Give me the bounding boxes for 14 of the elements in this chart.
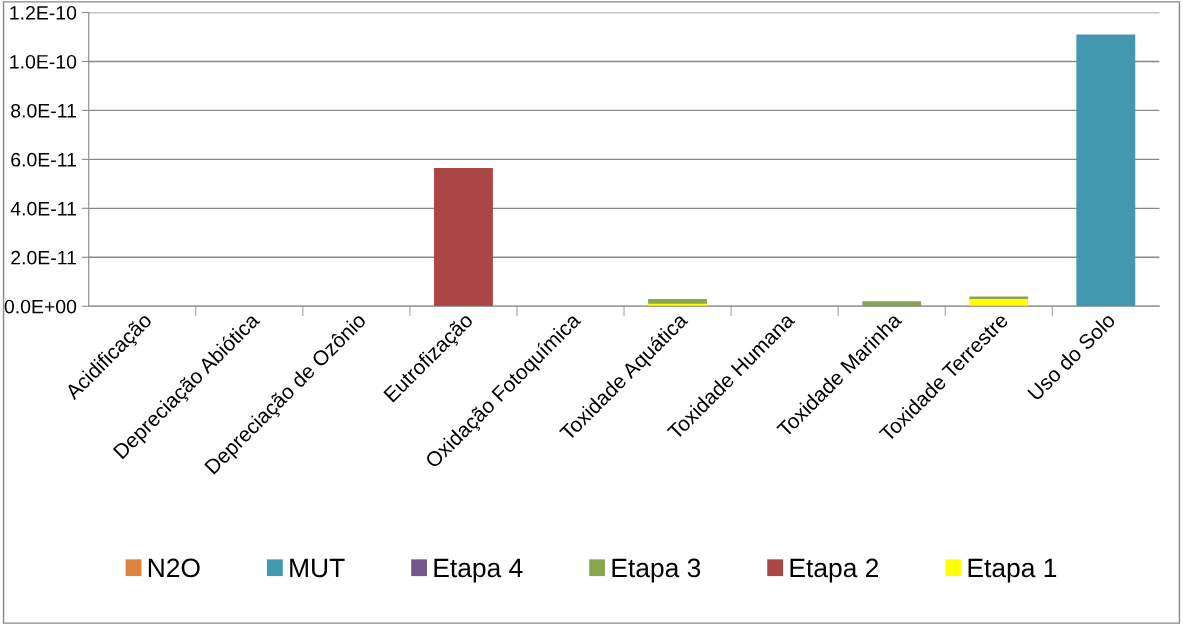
y-tick-label: 8.0E-11 — [11, 103, 76, 118]
y-tick-label: 1.2E-10 — [10, 5, 77, 20]
y-tick-label: 4.0E-11 — [10, 201, 76, 216]
legend-label: Etapa 2 — [790, 558, 879, 583]
y-tick-label: 1.0E-10 — [10, 54, 77, 69]
legend-label: Etapa 3 — [612, 558, 701, 583]
legend-label: MUT — [290, 558, 345, 578]
legend-label: Etapa 1 — [968, 558, 1057, 583]
legend-label: N2O — [148, 558, 200, 578]
y-tick-label: 2.0E-11 — [11, 250, 76, 265]
legend-label: Etapa 4 — [434, 558, 523, 583]
x-tick-label: Uso do Solo — [1026, 311, 1117, 402]
y-tick-label: 0.0E+00 — [4, 299, 77, 314]
y-tick-label: 6.0E-11 — [11, 152, 76, 167]
